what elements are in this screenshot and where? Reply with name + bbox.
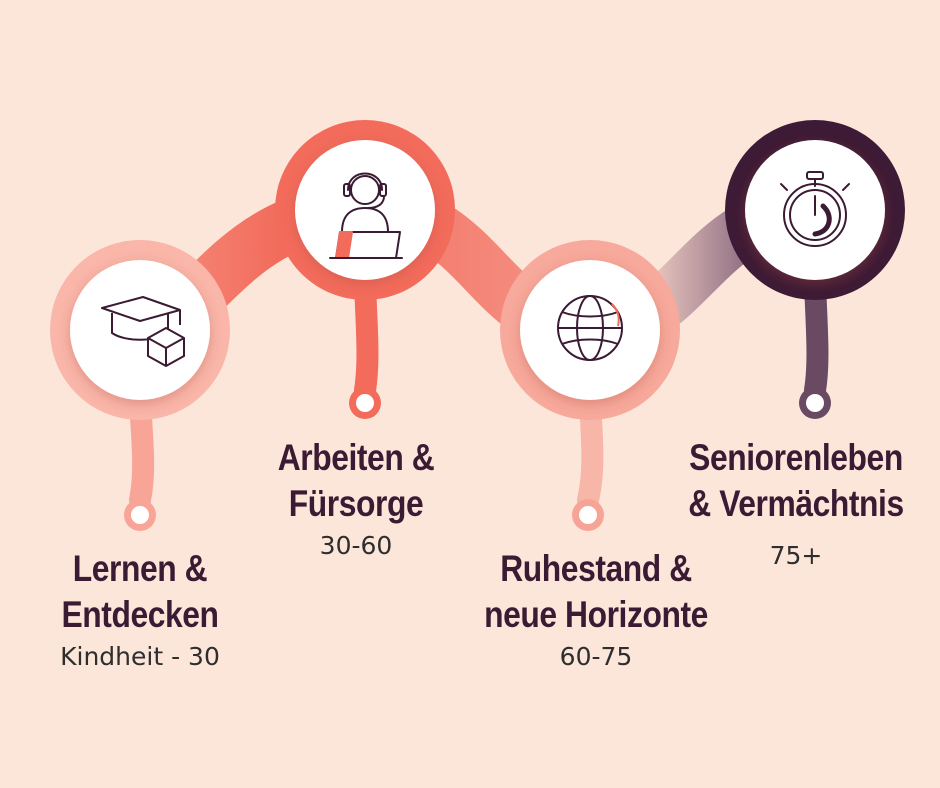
graduation-cap-icon	[101, 296, 185, 367]
headset-worker-icon	[329, 172, 403, 259]
stage-node-1	[70, 260, 210, 400]
stage-1-title-line1: Lernen &	[72, 548, 208, 589]
stage-3-range: 60-75	[559, 642, 633, 671]
stage-label-2: Arbeiten & Fürsorge 30-60	[231, 435, 481, 560]
stopwatch-icon	[780, 171, 850, 247]
stage-node-3	[520, 260, 660, 400]
stage-node-2	[295, 140, 435, 280]
stage-4-title-line2: & Vermächtnis	[688, 483, 904, 524]
stage-4-range: 75+	[769, 541, 823, 570]
stage-2-range: 30-60	[319, 531, 393, 560]
stage-3-title-line1: Ruhestand &	[500, 548, 692, 589]
stage-label-3: Ruhestand & neue Horizonte 60-75	[446, 546, 746, 671]
stage-label-4: Seniorenleben & Vermächtnis 75+	[656, 435, 936, 570]
stage-3-title-line2: neue Horizonte	[484, 594, 708, 635]
stage-label-1: Lernen & Entdecken Kindheit - 30	[15, 546, 265, 671]
stage-4-title-line1: Seniorenleben	[689, 437, 903, 478]
stage-1-range: Kindheit - 30	[60, 642, 220, 671]
stage-2-title-line1: Arbeiten &	[277, 437, 435, 478]
stage-node-4	[745, 140, 885, 280]
globe-icon	[557, 295, 623, 361]
stage-1-title-line2: Entdecken	[61, 594, 219, 635]
stage-2-title-line2: Fürsorge	[288, 483, 424, 524]
